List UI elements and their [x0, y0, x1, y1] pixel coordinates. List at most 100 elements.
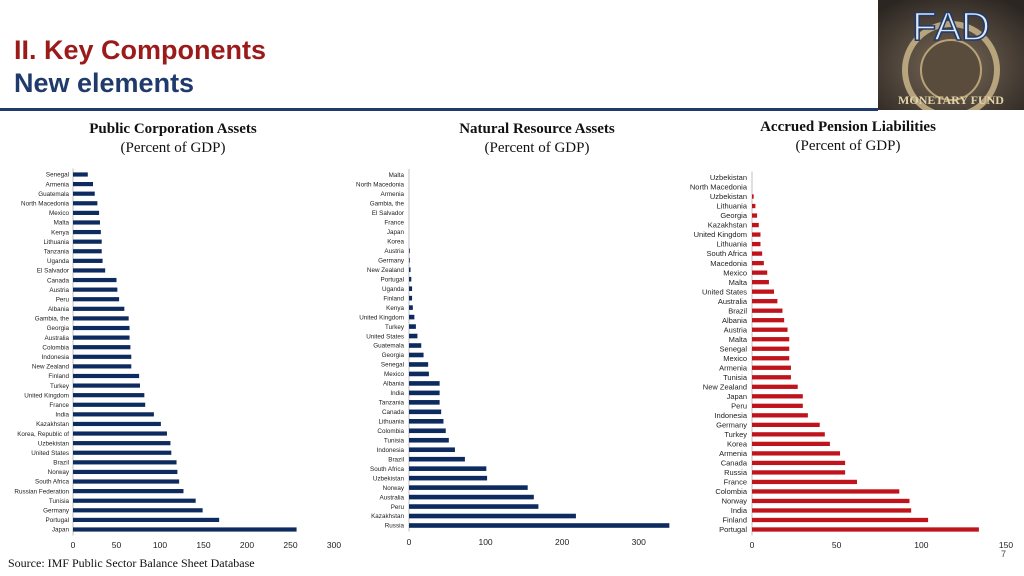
page-subtitle: New elements [14, 68, 195, 98]
chart1-title: Public Corporation Assets (Percent of GD… [42, 121, 304, 157]
category-label: Kazakhstan [36, 421, 69, 428]
category-label: Georgia [382, 352, 405, 359]
bar [752, 470, 846, 475]
x-tick-label: 200 [555, 537, 569, 547]
category-label: Turkey [724, 430, 747, 439]
category-label: North Macedonia [21, 200, 69, 207]
category-label: Malta [54, 220, 70, 227]
x-tick-label: 0 [71, 540, 76, 550]
bar [752, 356, 790, 361]
bar [752, 241, 761, 247]
bar [752, 251, 763, 256]
bar [752, 441, 830, 447]
bar [752, 194, 754, 199]
category-label: Indonesia [714, 411, 747, 420]
bar [752, 280, 769, 285]
category-label: Germany [43, 508, 70, 515]
x-tick-label: 300 [327, 540, 341, 550]
chart2: Malta North Macedonia Armenia Gambia, the El… [356, 169, 670, 547]
bar [73, 402, 146, 407]
bar [752, 327, 788, 332]
category-label: Australia [45, 335, 70, 342]
bar [409, 419, 444, 424]
bar [752, 222, 759, 228]
category-label: Russian Federation [14, 488, 69, 495]
bar [73, 508, 203, 513]
category-label: Albania [48, 306, 70, 313]
bar [73, 249, 102, 254]
category-label: Armenia [719, 449, 748, 458]
category-label: Austria [49, 287, 69, 294]
bar [73, 373, 140, 379]
category-label: Korea [727, 440, 748, 449]
bar [73, 441, 171, 446]
bar [409, 333, 418, 339]
bar [752, 479, 857, 485]
bar [73, 268, 106, 273]
category-label: Japan [52, 527, 70, 534]
bar [73, 335, 130, 340]
bar [409, 475, 488, 481]
category-label: El Salvador [372, 210, 404, 217]
category-label: Finland [383, 295, 404, 302]
chart1: Senegal Armenia Guatemala North Macedonia Me… [14, 168, 341, 550]
category-label: Peru [391, 504, 405, 511]
category-label: Lithuania [378, 419, 404, 426]
bar [409, 390, 440, 396]
bar [73, 517, 220, 523]
x-tick-label: 50 [112, 540, 122, 550]
bar [752, 489, 900, 494]
x-tick-label: 300 [632, 537, 646, 547]
bar [752, 517, 929, 523]
bar [409, 485, 528, 490]
bar [409, 248, 410, 254]
category-label: France [49, 402, 69, 409]
bar [73, 421, 161, 427]
bar [752, 213, 758, 218]
category-label: Senegal [46, 172, 69, 179]
bar [409, 286, 413, 291]
category-label: South Africa [370, 466, 404, 473]
category-label: Tunisia [384, 437, 405, 444]
category-label: Colombia [42, 344, 69, 351]
page-number: 7 [1000, 549, 1006, 559]
bar [409, 381, 440, 386]
bar [752, 460, 846, 466]
bar [409, 314, 415, 320]
category-label: United States [366, 333, 404, 340]
category-label: Korea [387, 239, 404, 246]
category-label: Korea, Republic of [17, 431, 69, 438]
category-label: Finland [722, 516, 747, 525]
category-label: Kenya [51, 229, 69, 236]
bar [73, 287, 118, 292]
category-label: Norway [48, 469, 70, 476]
category-label: Macedonia [710, 259, 748, 268]
title-divider [0, 108, 878, 111]
category-label: France [384, 220, 404, 227]
bar [409, 513, 576, 519]
category-label: India [731, 506, 748, 515]
bar [73, 297, 120, 302]
category-label: Senegal [719, 344, 747, 353]
bar [752, 260, 764, 266]
category-label: Kazakhstan [708, 221, 747, 230]
category-label: Canada [721, 459, 748, 468]
category-label: Australia [718, 297, 748, 306]
page-title: II. Key Components [14, 35, 267, 65]
chart3-title-text: Accrued Pension Liabilities [760, 119, 936, 135]
bar [409, 295, 413, 301]
category-label: Austria [724, 325, 748, 334]
category-label: Mexico [723, 268, 747, 277]
category-label: Portugal [46, 517, 69, 524]
bar [752, 346, 790, 351]
category-label: United States [702, 287, 747, 296]
category-label: United Kingdom [694, 230, 747, 239]
category-label: Uzbekistan [710, 173, 747, 182]
bar [73, 489, 184, 494]
bar [752, 299, 778, 304]
bar [409, 400, 440, 405]
category-label: Kazakhstan [371, 513, 404, 520]
bar [409, 276, 412, 282]
bar [73, 364, 132, 369]
